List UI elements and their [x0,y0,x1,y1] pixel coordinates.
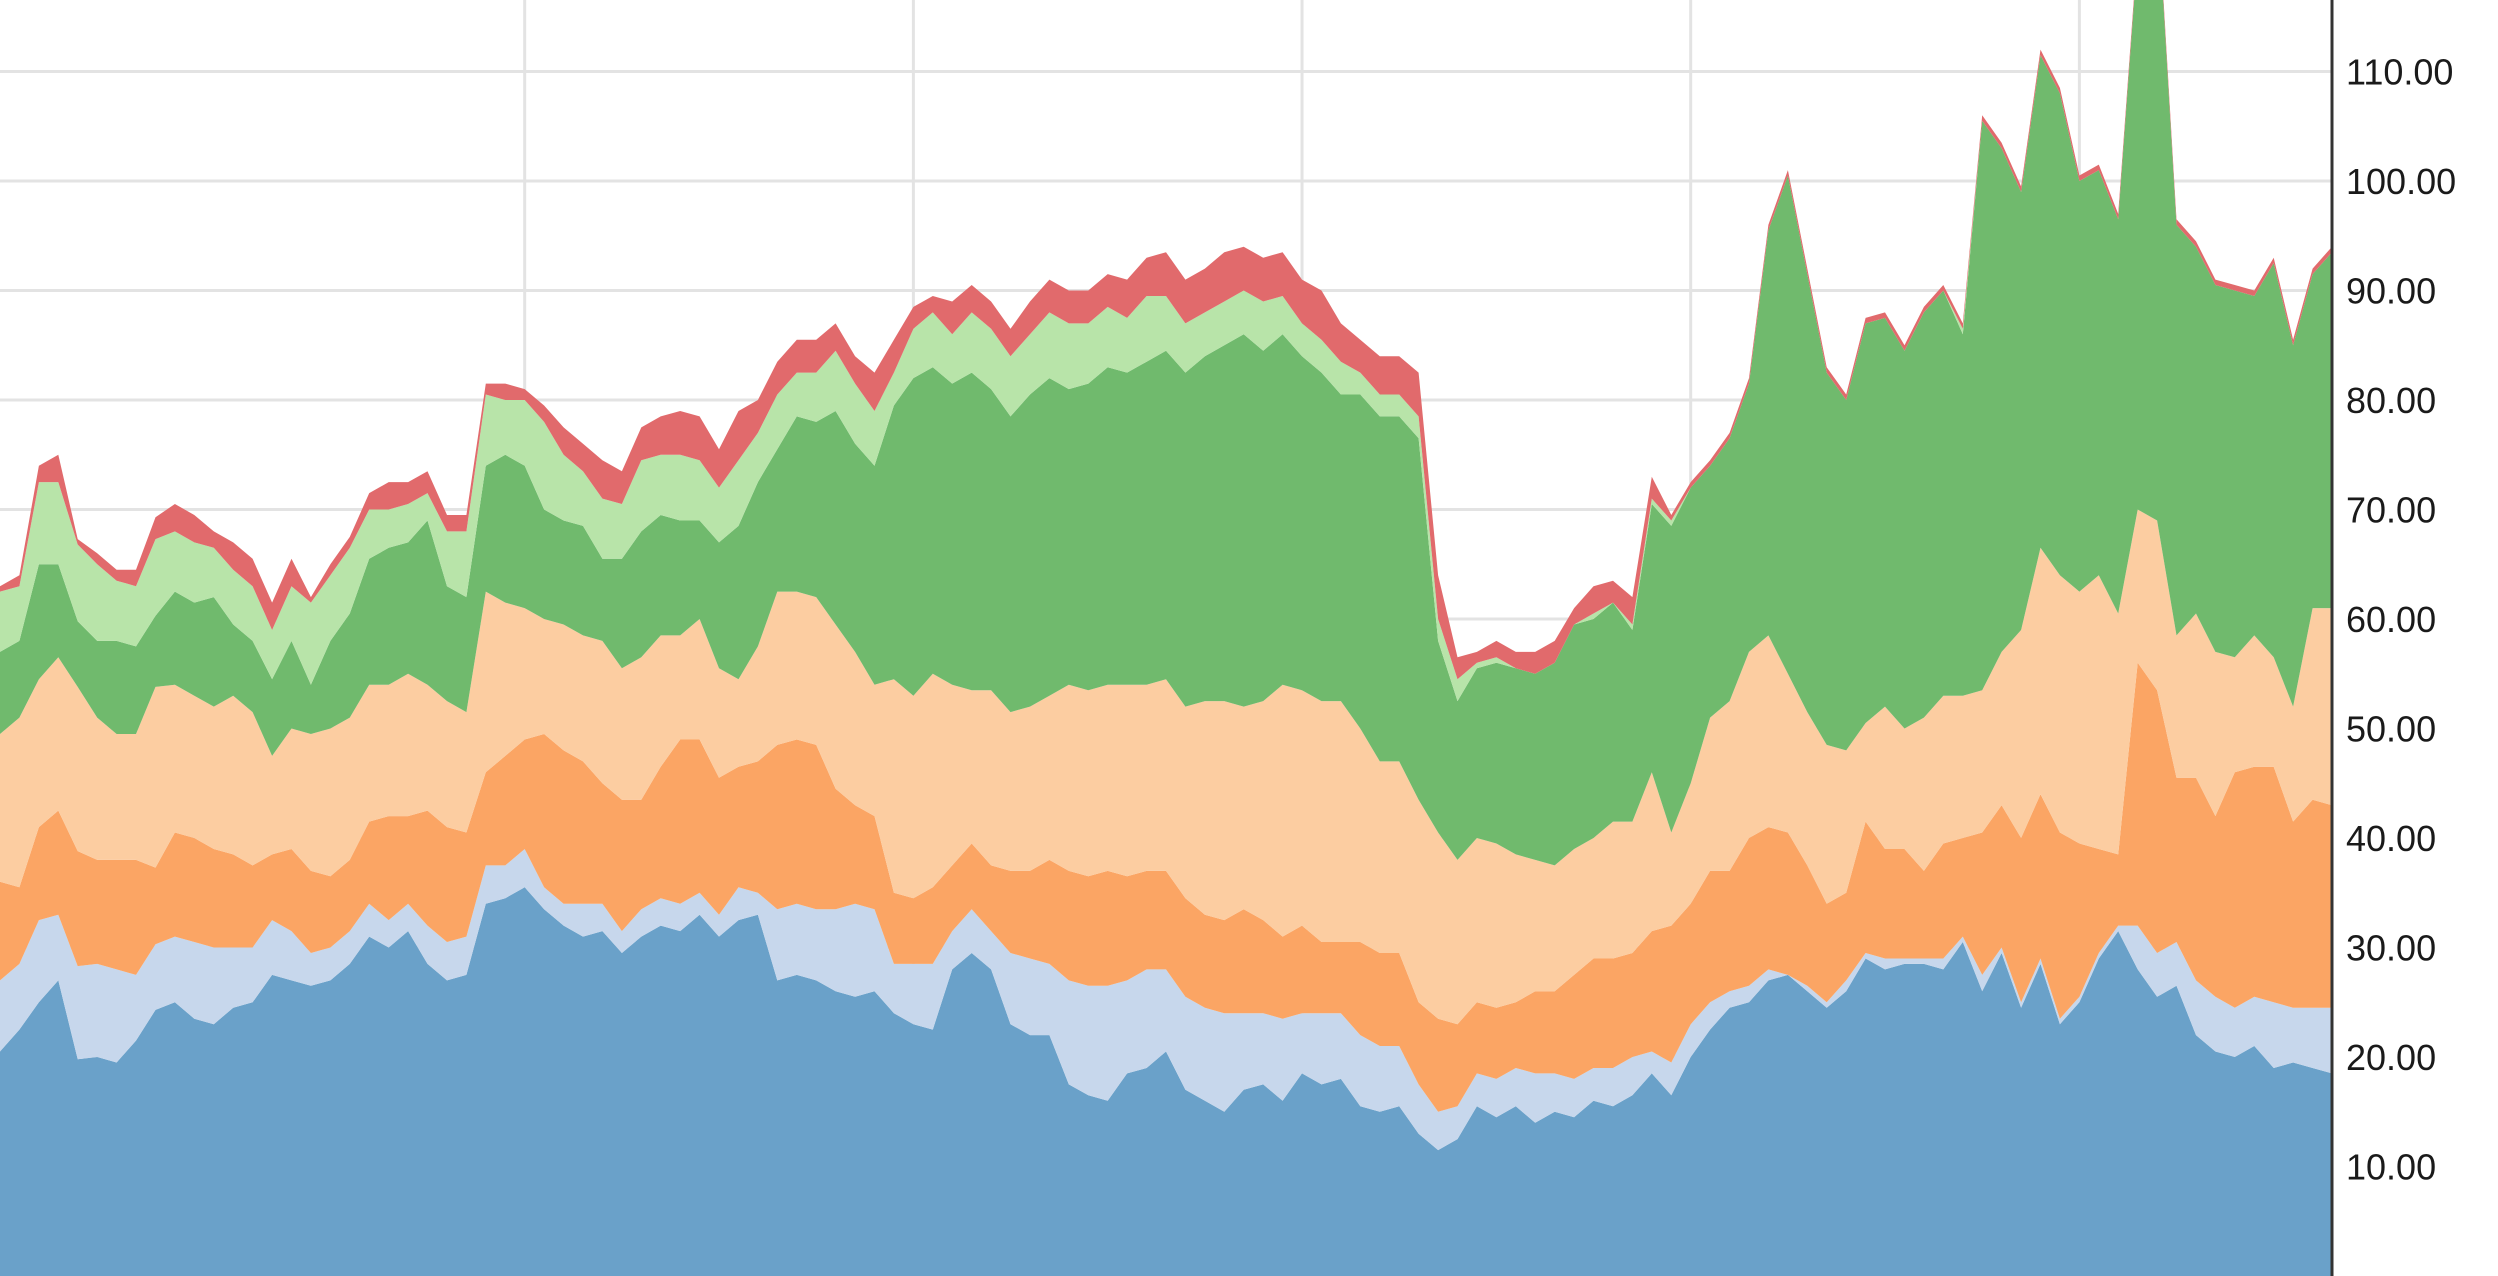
y-tick-label-3: 40.00 [2346,818,2436,859]
y-tick-label-2: 30.00 [2346,928,2436,969]
y-tick-label-0: 10.00 [2346,1147,2436,1188]
y-tick-label-9: 100.00 [2346,161,2456,202]
y-tick-label-1: 20.00 [2346,1037,2436,1078]
y-axis-ticks: 10.00 20.00 30.00 40.00 50.00 60.00 70.00 80.00… [2346,52,2456,1188]
area-series-1 [0,849,2332,1151]
y-tick-label-8: 90.00 [2346,271,2436,312]
y-tick-label-4: 50.00 [2346,709,2436,750]
y-tick-label-5: 60.00 [2346,599,2436,640]
area-series-3 [0,509,2332,1025]
area-series [0,0,2332,1276]
y-tick-label-7: 80.00 [2346,380,2436,421]
y-tick-label-6: 70.00 [2346,490,2436,531]
area-series-4 [0,0,2332,866]
area-series-0 [0,887,2332,1276]
y-tick-label-10: 110.00 [2346,52,2453,93]
area-series-2 [0,662,2332,1112]
area-series-5 [0,0,2332,702]
